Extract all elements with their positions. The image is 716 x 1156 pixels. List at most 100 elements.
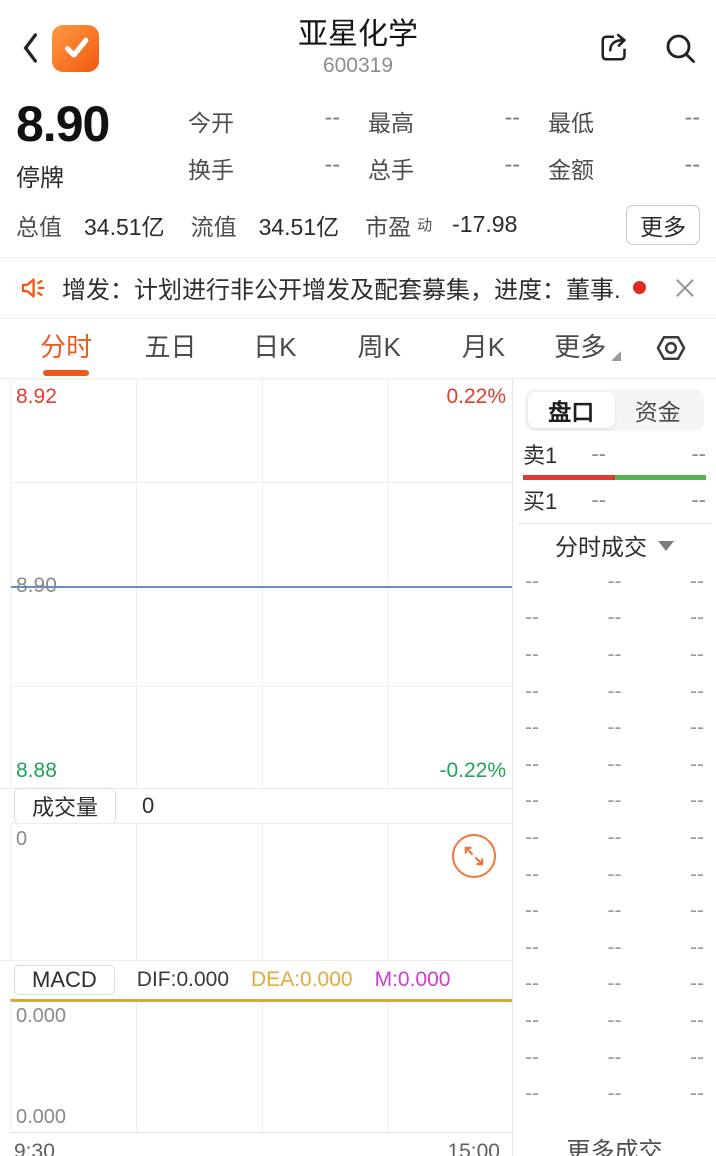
tab-minute[interactable]: 分时: [14, 319, 118, 378]
chart-settings-button[interactable]: [640, 319, 702, 378]
stat-value: --: [684, 104, 700, 130]
prev-close-line: [11, 585, 512, 588]
stat-value: --: [324, 151, 340, 177]
tx-time: --: [525, 1008, 539, 1032]
list-item: -- -- --: [525, 820, 704, 857]
tick-trades-dropdown[interactable]: 分时成交: [517, 528, 712, 562]
macd-m-value: M:0.000: [374, 967, 451, 991]
volume-chart[interactable]: 0: [10, 822, 512, 960]
tx-vol: --: [689, 1008, 704, 1032]
volume-header: 成交量 0: [0, 787, 512, 824]
tx-time: --: [525, 1082, 539, 1106]
divider: [517, 522, 712, 524]
stat-label: 金额: [548, 157, 594, 183]
search-icon: [666, 34, 695, 63]
tx-time: --: [525, 1045, 539, 1069]
list-item: -- -- --: [525, 893, 704, 930]
list-item: -- -- --: [525, 1003, 704, 1040]
tx-price: --: [582, 1119, 646, 1126]
stat-label: 最高: [368, 110, 414, 136]
list-item: -- -- --: [525, 564, 704, 601]
speaker-icon: [21, 277, 45, 298]
time-start: 9:30: [14, 1140, 55, 1156]
tx-price: --: [607, 569, 622, 593]
close-icon[interactable]: [672, 275, 698, 301]
macd-indicator-button[interactable]: MACD: [14, 964, 115, 995]
buy-sell-ratio-bar: [523, 474, 706, 480]
buy1-price: --: [591, 487, 606, 512]
buy-ratio-segment: [614, 474, 706, 480]
sell1-label: 卖1: [523, 443, 558, 468]
list-item: -- -- --: [525, 710, 704, 747]
list-item: -- -- --: [525, 783, 704, 820]
transaction-list: -- -- -- -- -- -- -- -- -- -- -- -- -- -- -- -- -- -- -- --…: [517, 562, 712, 1126]
tx-time: --: [525, 789, 539, 813]
cap-label: 流值: [190, 213, 237, 240]
sell1-volume: --: [691, 441, 706, 466]
order-panel: 盘口 资金 卖1 -- -- 买1 -- -- 分时成交: [513, 379, 716, 1156]
more-button[interactable]: 更多: [626, 204, 700, 245]
chart-period-tabs: 分时 五日 日K 周K 月K 更多: [0, 319, 716, 379]
expand-chart-button[interactable]: [452, 833, 496, 878]
tx-vol: --: [689, 935, 704, 959]
more-transactions-link[interactable]: 更多成交: [566, 1138, 663, 1156]
tab-weekly-k[interactable]: 周K: [357, 331, 401, 362]
tx-vol: --: [689, 862, 704, 886]
tx-vol: --: [689, 972, 704, 996]
tx-price: --: [607, 1008, 622, 1032]
tab-funds[interactable]: 资金: [634, 398, 681, 425]
news-ticker[interactable]: 增发：计划进行非公开增发及配套募集，进度：董事...: [0, 256, 716, 319]
chevron-left-icon: [23, 33, 37, 63]
volume-indicator-button[interactable]: 成交量: [14, 787, 117, 824]
expand-arrows-icon: [464, 846, 484, 865]
tab-monthly-k[interactable]: 月K: [461, 331, 506, 362]
unread-dot-badge: [633, 281, 646, 294]
tx-vol: --: [689, 606, 704, 630]
tx-vol: --: [689, 825, 704, 849]
stat-value: --: [324, 104, 340, 130]
axis-min-price: 8.88: [16, 758, 57, 782]
tx-price: --: [607, 716, 622, 740]
tx-time: --: [525, 825, 539, 849]
tab-more-label: 更多: [554, 331, 607, 362]
back-button[interactable]: [18, 28, 44, 68]
tx-price: --: [607, 606, 622, 630]
tab-order-book[interactable]: 盘口: [528, 391, 615, 428]
tx-price: --: [607, 789, 622, 813]
ticker-text: 增发：计划进行非公开增发及配套募集，进度：董事...: [62, 277, 623, 304]
stat-label: 换手: [188, 157, 234, 183]
buy1-row: 买1 -- --: [517, 485, 712, 516]
last-price: 8.90: [16, 96, 110, 152]
tx-vol: --: [689, 899, 704, 923]
minute-price-chart[interactable]: 8.92 0.22% 8.90 8.88 -0.22%: [10, 378, 512, 788]
tx-time: --: [525, 606, 539, 630]
list-item: -- -- --: [525, 856, 704, 893]
tx-time: --: [525, 935, 539, 959]
macd-chart[interactable]: 0.000 0.000: [10, 998, 512, 1133]
sell-ratio-segment: [523, 474, 615, 480]
list-item: -- -- --: [525, 1039, 704, 1076]
settings-nut-icon: [656, 335, 686, 361]
list-item: -- -- --: [525, 746, 704, 783]
tx-time: --: [525, 716, 539, 740]
cap-value: 34.51亿: [84, 213, 165, 240]
dropdown-corner-icon: [611, 350, 622, 361]
cap-value: 34.51亿: [258, 213, 340, 240]
list-item: -- -- --: [525, 929, 704, 966]
tab-daily-k[interactable]: 日K: [253, 331, 297, 362]
sell1-row: 卖1 -- --: [517, 439, 712, 470]
tx-time: --: [525, 1119, 582, 1126]
tx-time: --: [525, 862, 539, 886]
caps-row: 总值 34.51亿 流值 34.51亿 市盈 动 -17.98 更多: [16, 204, 700, 245]
tab-more[interactable]: 更多: [536, 319, 640, 378]
buy1-volume: --: [691, 487, 706, 512]
tab-5day[interactable]: 五日: [144, 331, 197, 362]
search-button[interactable]: [662, 30, 698, 66]
tx-price: --: [607, 679, 622, 703]
time-end: 15:00: [447, 1140, 500, 1156]
share-button[interactable]: [596, 30, 632, 66]
stat-value: --: [504, 104, 520, 130]
tx-price: --: [607, 825, 622, 849]
trading-status: 停牌: [16, 164, 64, 192]
